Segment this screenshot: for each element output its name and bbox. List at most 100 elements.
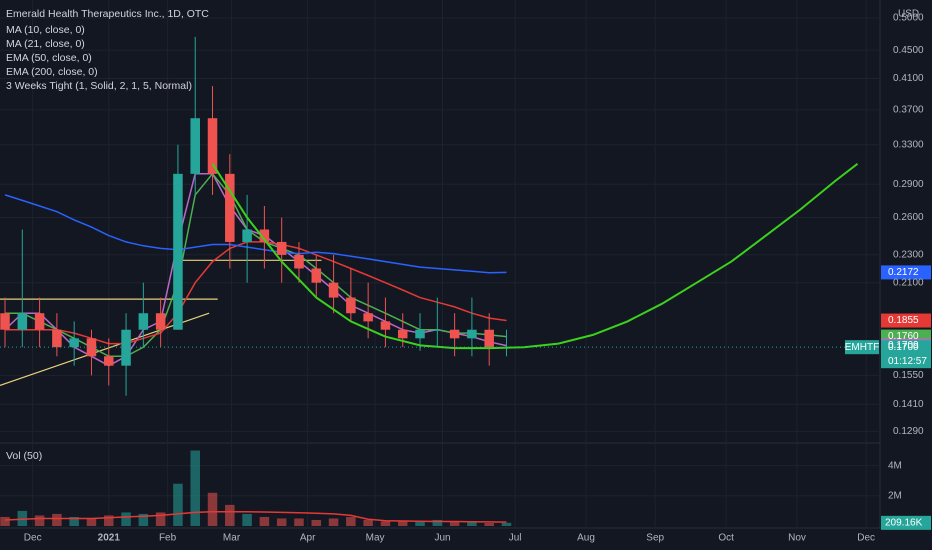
volume-bar — [363, 519, 373, 526]
x-tick-label: Mar — [223, 533, 241, 544]
price-tag-label: 0.1760 — [888, 331, 919, 342]
candle-body — [34, 313, 45, 330]
countdown: 01:12:57 — [888, 356, 927, 367]
volume-tag — [881, 515, 931, 530]
volume-bar — [328, 518, 339, 526]
volume-bar — [276, 518, 287, 526]
volume-bar — [415, 521, 425, 526]
candle-body — [449, 329, 460, 339]
candle-body — [363, 313, 373, 322]
candle-body — [86, 338, 97, 357]
legend-entry: MA (10, close, 0) — [6, 24, 85, 36]
y-tick-label: 0.2600 — [893, 212, 924, 223]
x-tick-label: Sep — [646, 533, 664, 544]
price-tag-label: 0.2172 — [888, 267, 919, 278]
candle-body — [294, 254, 304, 269]
x-tick-label: Oct — [718, 533, 734, 544]
candle-body — [173, 173, 183, 330]
x-tick-label: May — [366, 533, 385, 544]
candle-body — [52, 329, 62, 348]
legend-entry: 3 Weeks Tight (1, Solid, 2, 1, 5, Normal… — [6, 80, 192, 92]
volume-bar — [138, 513, 149, 526]
x-tick-label: Aug — [577, 533, 595, 544]
volume-bar — [397, 521, 408, 526]
volume-bar — [0, 516, 10, 526]
price-tag-label: 0.1855 — [888, 315, 919, 326]
legend-entry: MA (21, close, 0) — [6, 38, 85, 50]
volume-bar — [155, 512, 166, 526]
volume-ma — [4, 510, 507, 523]
x-tick-label: Dec — [24, 533, 42, 544]
ma-line — [5, 241, 507, 345]
y-tick-label: 0.2100 — [893, 277, 924, 288]
volume-bar — [190, 450, 200, 526]
x-tick-label: Jul — [509, 533, 522, 544]
candle-body — [432, 329, 443, 331]
candle-body — [484, 329, 494, 348]
candle-body — [138, 313, 149, 330]
volume-bar — [173, 483, 183, 526]
candle-body — [380, 321, 391, 330]
price-tag-label: 0.1700 — [888, 342, 919, 353]
currency: USD — [898, 9, 919, 20]
candle-body — [328, 282, 339, 298]
projection-curve — [211, 163, 859, 350]
volume-bar — [86, 518, 97, 526]
x-tick-label: Apr — [300, 533, 316, 544]
candle-body — [259, 229, 270, 242]
price-tag-label: 0.1709 — [888, 340, 919, 351]
y-tick-label: 0.3300 — [893, 139, 924, 150]
candle-body — [17, 313, 28, 330]
candle-body — [415, 329, 425, 339]
legend-entry: EMA (200, close, 0) — [6, 66, 98, 78]
volume-bar — [34, 515, 45, 526]
candle-body — [104, 356, 114, 366]
volume-bar — [121, 512, 131, 526]
x-tick-label: Feb — [159, 533, 177, 544]
chart-title: Emerald Health Therapeutics Inc., 1D, OT… — [6, 8, 209, 20]
candle-body — [121, 329, 131, 366]
volume-bar — [242, 513, 252, 526]
volume-bar — [225, 504, 235, 526]
price-tag — [881, 313, 931, 328]
x-tick-label: Jun — [434, 533, 450, 544]
volume-bar — [449, 521, 460, 526]
y-tick-label: 0.1550 — [893, 370, 924, 381]
y-tick-label: 4M — [888, 460, 902, 471]
volume-bar — [294, 518, 304, 526]
candle-body — [190, 118, 200, 174]
volume-bar — [69, 516, 79, 526]
volume-bar — [432, 519, 443, 526]
x-tick-label: Dec — [857, 533, 875, 544]
x-tick-label: 2021 — [98, 533, 121, 544]
volume-bar — [380, 521, 391, 526]
y-tick-label: 0.2300 — [893, 250, 924, 261]
volume-legend: Vol (50) — [6, 450, 42, 462]
price-tag — [881, 340, 931, 369]
y-tick-label: 2M — [888, 490, 902, 501]
volume-bar — [467, 521, 477, 526]
volume-bar — [207, 492, 218, 526]
candle-body — [276, 241, 287, 255]
candle-body — [225, 173, 235, 242]
y-tick-label: 0.4500 — [893, 45, 924, 56]
volume-bar — [346, 516, 356, 526]
y-tick-label: 0.1290 — [893, 426, 924, 437]
y-tick-label: 0.1410 — [893, 399, 924, 410]
volume-bar — [311, 519, 322, 526]
price-tag — [881, 265, 931, 280]
ma-line — [4, 194, 507, 274]
candle-body — [155, 313, 166, 330]
candle-body — [207, 118, 218, 174]
candle-body — [311, 268, 322, 283]
grid — [0, 0, 880, 528]
y-tick-label: 0.5000 — [893, 13, 924, 24]
y-tick-label: 0.4100 — [893, 73, 924, 84]
x-tick-label: Nov — [788, 533, 806, 544]
legend-entry: EMA (50, close, 0) — [6, 52, 92, 64]
symbol-label: EMHTF — [845, 342, 879, 353]
labels: Emerald Health Therapeutics Inc., 1D, OT… — [6, 8, 927, 544]
volume-bar — [501, 522, 512, 526]
